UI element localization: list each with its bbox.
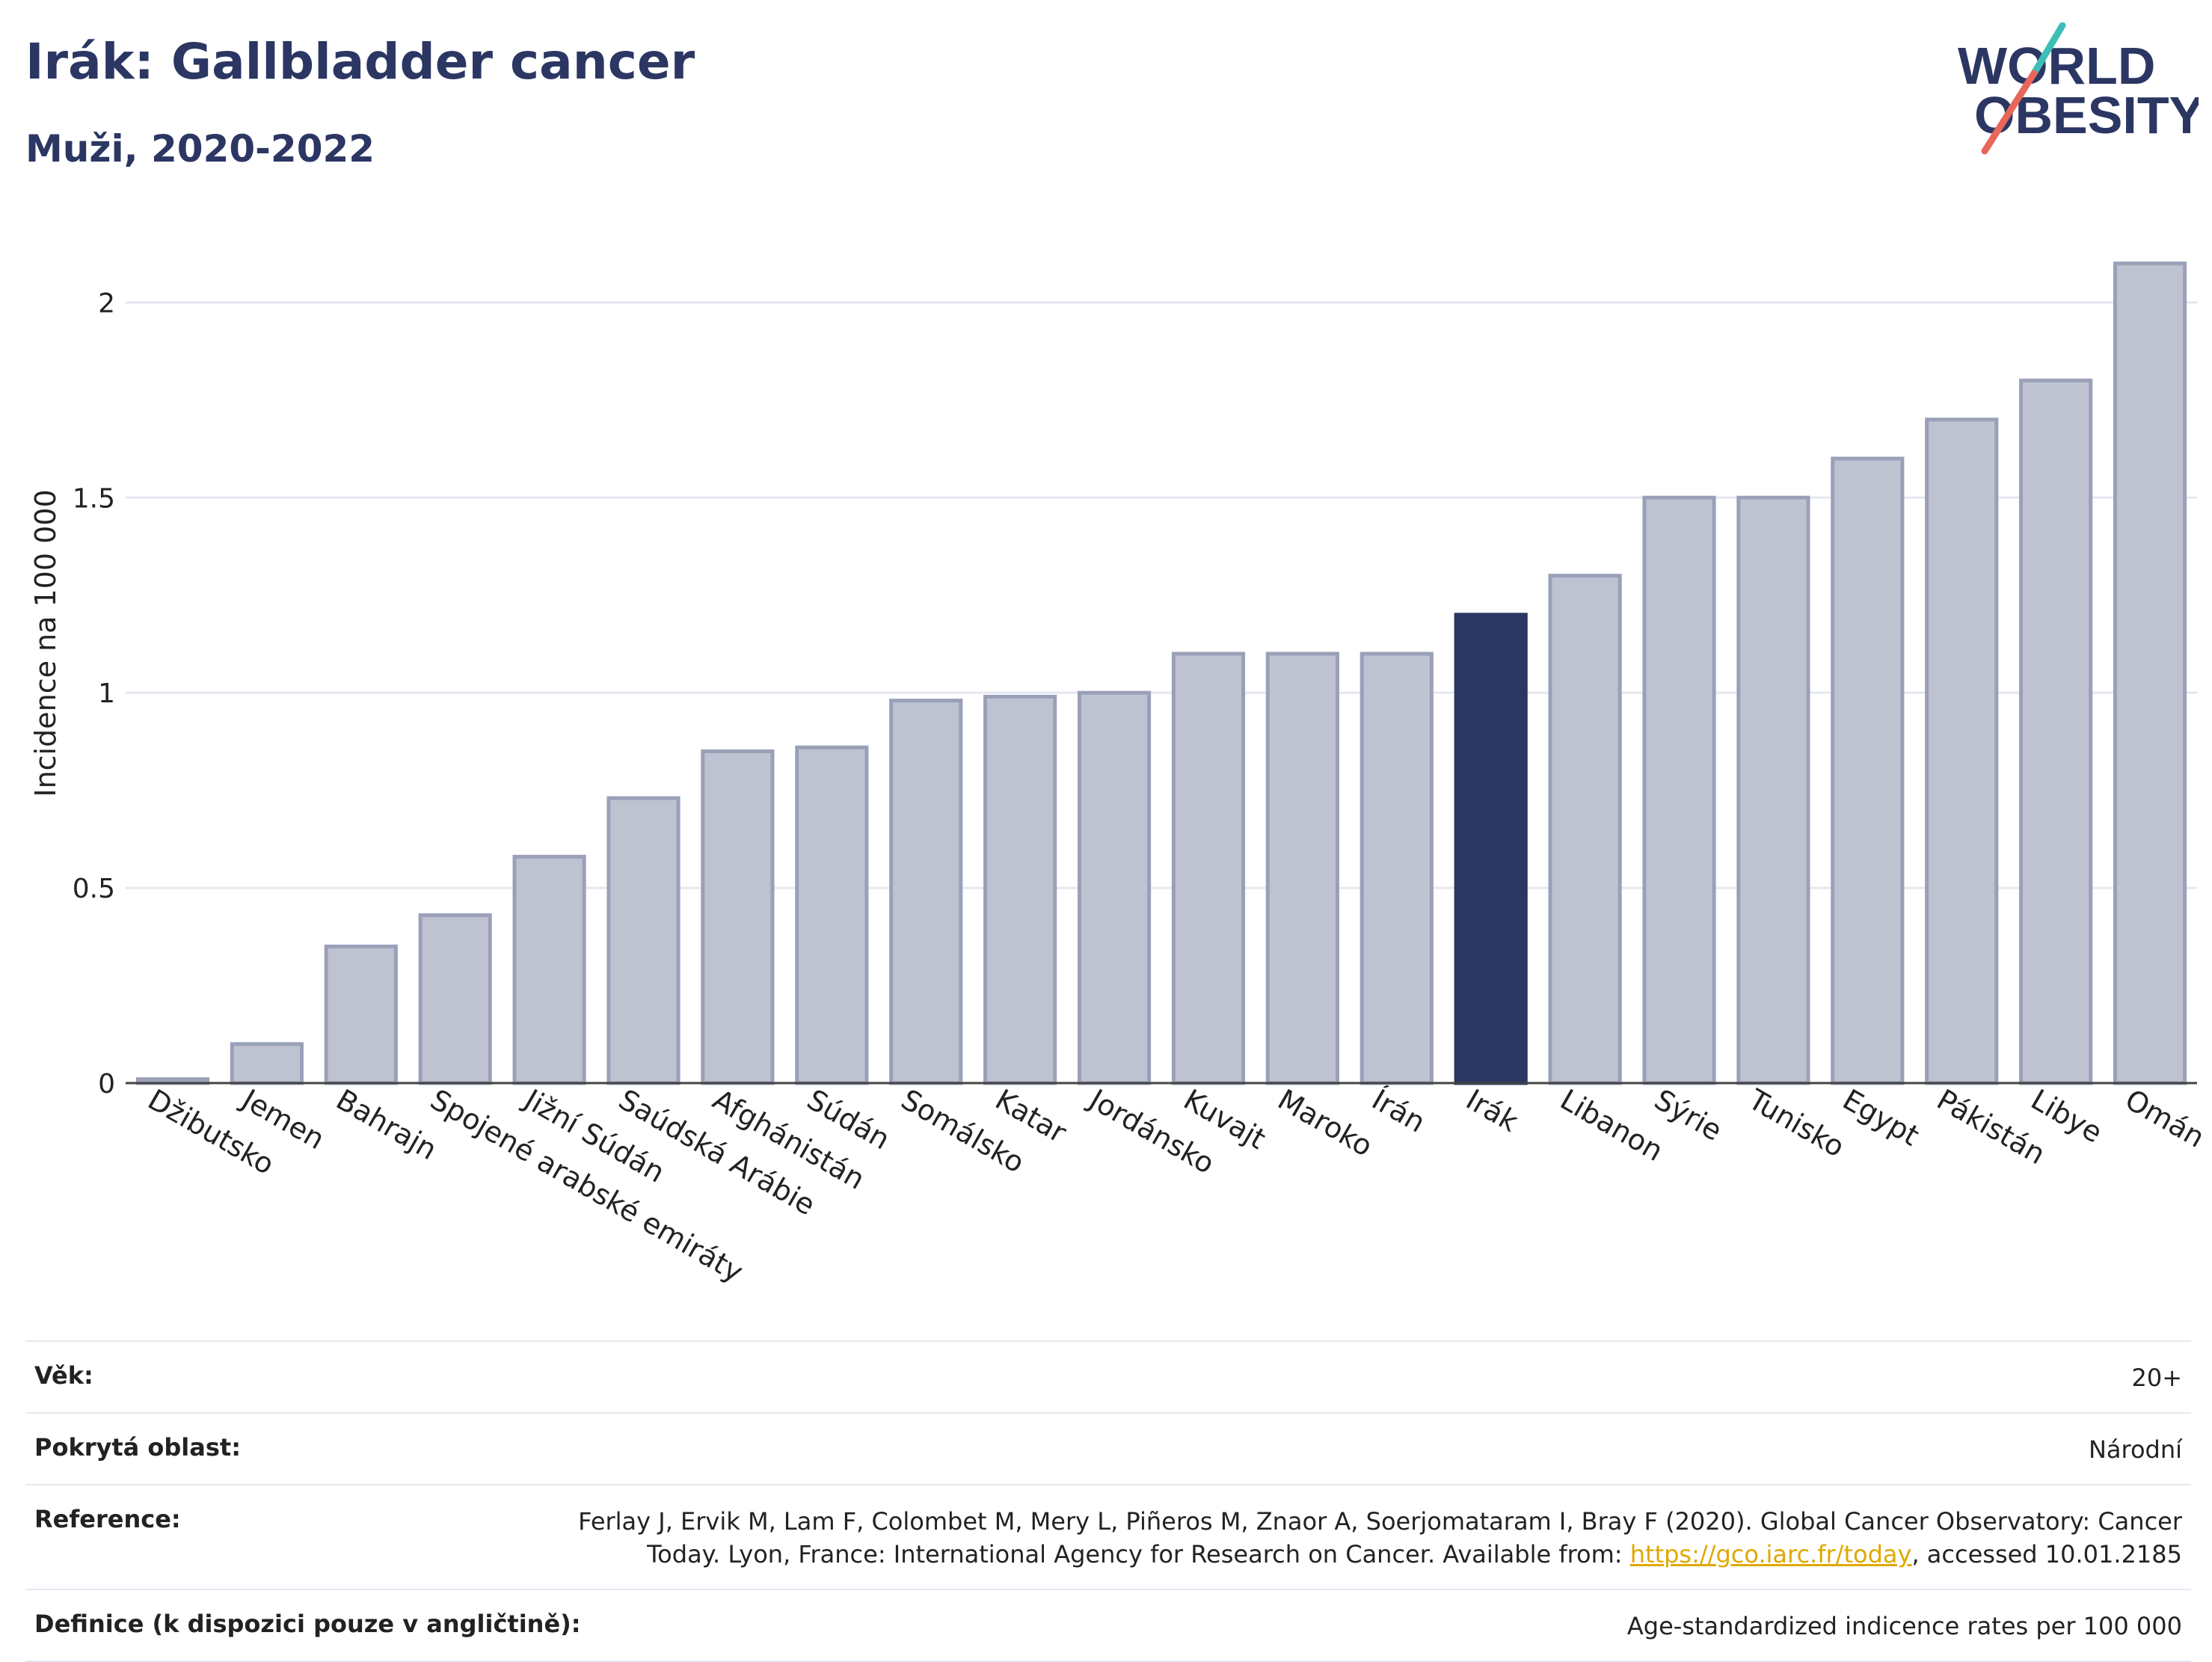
coverage-label: Pokrytá oblast: <box>34 1433 241 1462</box>
bar-Jižní Súdán[interactable] <box>512 854 586 1085</box>
bar-Bahrajn[interactable] <box>324 944 398 1085</box>
logo-slash-teal <box>2030 22 2066 77</box>
age-value: 20+ <box>2131 1364 2182 1392</box>
page-subtitle: Muži, 2020-2022 <box>25 127 375 171</box>
bar-Saúdská Arábie[interactable] <box>606 796 681 1085</box>
page-title: Irák: Gallbladder cancer <box>25 33 695 91</box>
world-obesity-logo[interactable]: WORLD OBESITY <box>1944 22 2199 157</box>
footer-row-coverage: Pokrytá oblast: Národní <box>25 1412 2191 1484</box>
coverage-value: Národní <box>2088 1435 2182 1464</box>
bar-Kuvajt[interactable] <box>1171 651 1246 1085</box>
bar-Maroko[interactable] <box>1265 651 1339 1085</box>
x-tick-label: Libanon <box>1555 1083 1668 1168</box>
bar-Afghánistán[interactable] <box>701 749 775 1085</box>
x-tick-label: Bahrajn <box>331 1083 442 1167</box>
bar-Jordánsko[interactable] <box>1077 690 1152 1085</box>
definition-value: Age-standardized indicence rates per 100… <box>1626 1612 2182 1640</box>
y-axis-label: Incidence na 100 000 <box>29 489 62 797</box>
footer-row-definition: Definice (k dispozici pouze v angličtině… <box>25 1589 2191 1662</box>
logo-line1: WORLD <box>1958 37 2155 95</box>
x-tick-label: Egypt <box>1837 1083 1925 1153</box>
bar-Jemen[interactable] <box>230 1042 304 1085</box>
reference-line1: Ferlay J, Ervik M, Lam F, Colombet M, Me… <box>578 1507 2182 1536</box>
bar-Sýrie[interactable] <box>1642 495 1716 1085</box>
bar-Egypt[interactable] <box>1831 456 1905 1085</box>
age-label: Věk: <box>34 1361 93 1390</box>
bar-Irák[interactable] <box>1454 613 1528 1085</box>
reference-line2-post: , accessed 10.01.2185 <box>1911 1540 2182 1569</box>
reference-value: Ferlay J, Ervik M, Lam F, Colombet M, Me… <box>578 1505 2182 1571</box>
bar-Omán[interactable] <box>2113 261 2187 1085</box>
bar-Írán[interactable] <box>1360 651 1434 1085</box>
bar-Libanon[interactable] <box>1548 574 1622 1085</box>
bar-Somálsko[interactable] <box>889 699 963 1085</box>
y-tick-label: 0.5 <box>73 874 115 904</box>
bars <box>126 261 2197 1085</box>
bar-Pákistán[interactable] <box>1925 417 1999 1085</box>
bar-Libye[interactable] <box>2019 378 2093 1085</box>
y-tick-label: 1.5 <box>73 483 115 514</box>
reference-link[interactable]: https://gco.iarc.fr/today <box>1629 1540 1912 1569</box>
x-tick-label: Tunisko <box>1742 1082 1850 1164</box>
y-axis-ticks: 0 0.5 1 1.5 2 <box>73 288 115 1100</box>
x-tick-label: Pákistán <box>1932 1083 2051 1171</box>
x-tick-label: Irák <box>1460 1083 1523 1138</box>
logo-line2: OBESITY <box>1974 86 2199 144</box>
y-tick-label: 1 <box>98 678 115 709</box>
y-tick-label: 0 <box>98 1069 115 1100</box>
footer-row-reference: Reference: Ferlay J, Ervik M, Lam F, Col… <box>25 1484 2191 1589</box>
x-tick-label: Maroko <box>1272 1083 1378 1163</box>
definition-label: Definice (k dispozici pouze v angličtině… <box>34 1610 581 1638</box>
info-table: Věk: 20+ Pokrytá oblast: Národní Referen… <box>25 1340 2191 1662</box>
bar-Spojené arabské emiráty[interactable] <box>418 913 492 1085</box>
logo-slash-red <box>1981 70 2038 155</box>
reference-label: Reference: <box>34 1505 181 1533</box>
reference-line2-pre: Today. Lyon, France: International Agenc… <box>647 1540 1630 1569</box>
footer-row-age: Věk: 20+ <box>25 1340 2191 1412</box>
bar-Katar[interactable] <box>983 694 1057 1085</box>
bar-Tunisko[interactable] <box>1736 495 1810 1085</box>
x-tick-label: Omán <box>2120 1083 2211 1154</box>
x-tick-label: Írán <box>1366 1083 1431 1139</box>
y-tick-label: 2 <box>98 288 115 319</box>
bar-Súdán[interactable] <box>795 745 869 1085</box>
